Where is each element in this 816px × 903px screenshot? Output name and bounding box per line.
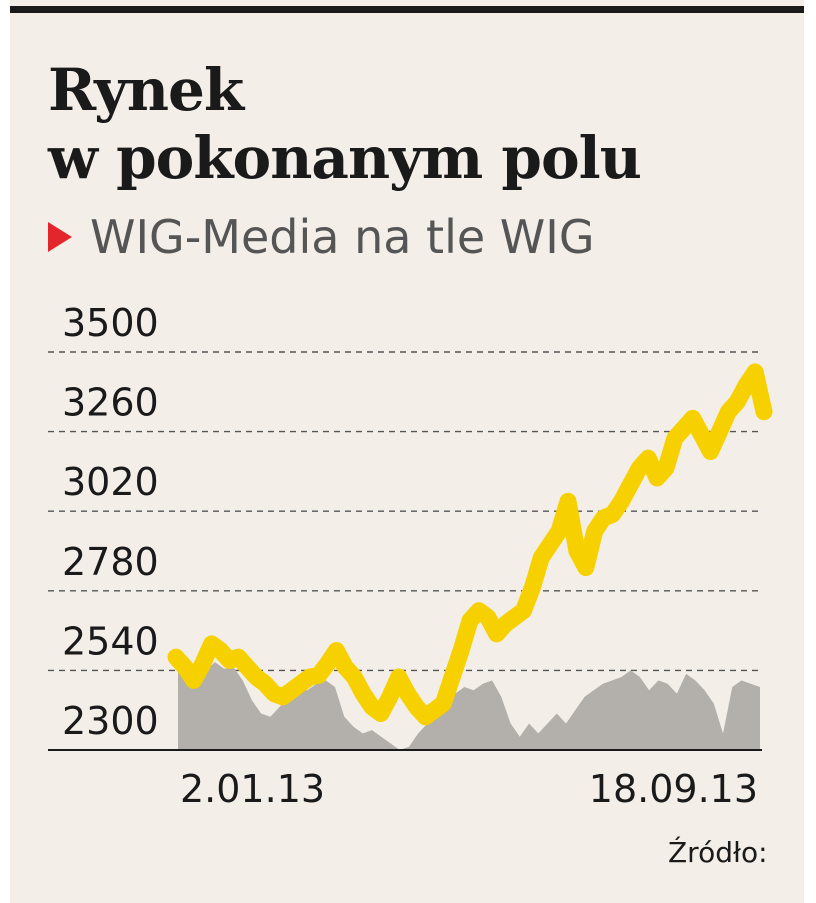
subtitle-text: WIG-Media na tle WIG — [90, 210, 595, 264]
title-line-2: w pokonanym polu — [48, 124, 642, 192]
area-series — [178, 662, 760, 750]
y-tick-label: 3020 — [62, 460, 159, 504]
y-tick-label: 2300 — [62, 699, 159, 743]
y-tick-label: 3500 — [62, 301, 159, 345]
source-label: Źródło: — [668, 836, 768, 869]
x-tick-label: 2.01.13 — [180, 767, 325, 811]
triangle-bullet-icon — [48, 222, 72, 252]
y-tick-label: 2780 — [62, 540, 159, 584]
line-series — [167, 363, 773, 726]
y-tick-label: 3260 — [62, 381, 159, 425]
top-rule — [10, 6, 804, 13]
chart-subtitle: WIG-Media na tle WIG — [48, 210, 594, 264]
chart-title: Rynek w pokonanym polu — [48, 56, 642, 192]
y-tick-label: 2540 — [62, 619, 159, 663]
title-line-1: Rynek — [48, 56, 244, 124]
x-tick-label: 18.09.13 — [589, 767, 758, 811]
